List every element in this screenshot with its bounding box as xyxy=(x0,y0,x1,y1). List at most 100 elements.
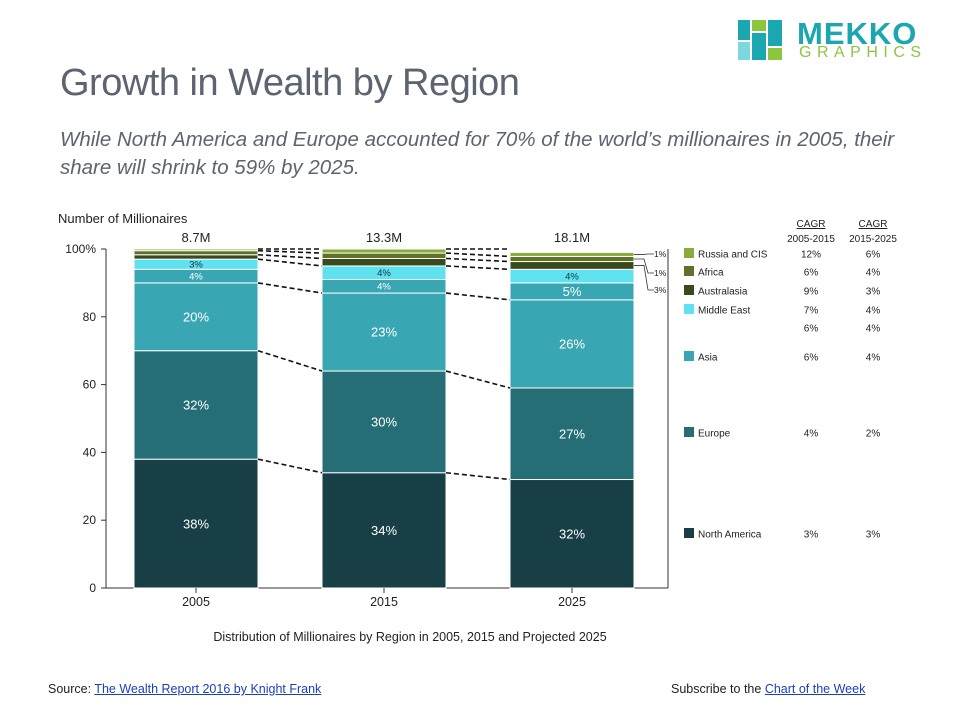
outside-data-label: 3% xyxy=(654,285,667,295)
y-tick-label-top: 100% xyxy=(65,242,96,256)
bar-total-label: 8.7M xyxy=(182,230,211,245)
x-tick-label: 2015 xyxy=(370,595,398,609)
connector-line xyxy=(445,292,511,301)
legend-cagr-2005-2015: 12% xyxy=(801,250,821,261)
data-label: 38% xyxy=(183,516,209,531)
data-label: 4% xyxy=(377,282,391,293)
bar-segment xyxy=(321,252,447,259)
bar-segment xyxy=(321,472,447,589)
connector-line xyxy=(257,349,323,372)
bar-segment xyxy=(321,248,447,254)
data-label: 23% xyxy=(371,325,397,340)
connector-line xyxy=(257,282,323,294)
bar-segment xyxy=(509,251,635,257)
bar-segment xyxy=(133,282,259,352)
subscribe-link[interactable]: Chart of the Week xyxy=(764,682,866,696)
data-label: 32% xyxy=(559,526,585,541)
data-label: 5% xyxy=(563,284,582,299)
data-label: 4% xyxy=(189,272,203,283)
bar-segment xyxy=(321,292,447,372)
legend-label: Middle East xyxy=(698,306,750,317)
y-tick-label: 60 xyxy=(83,378,97,392)
connector-line xyxy=(445,370,511,389)
legend-cagr-2005-2015: 3% xyxy=(804,530,819,541)
legend-swatch xyxy=(684,528,694,538)
legend-cagr-2015-2025: 4% xyxy=(866,353,881,364)
footer-source: Source: The Wealth Report 2016 by Knight… xyxy=(48,682,321,696)
legend-cagr-2015-2025: 3% xyxy=(866,530,881,541)
connector-line xyxy=(445,265,511,271)
legend-swatch xyxy=(684,427,694,437)
stacked-bar-chart: 0 20 40 60 80 100% Number of Millionaires Distr… xyxy=(58,211,897,644)
outside-data-label: 1% xyxy=(654,249,667,259)
footer-subscribe: Subscribe to the Chart of the Week xyxy=(671,682,865,696)
legend-label: Russia and CIS xyxy=(698,250,768,261)
legend-cagr-2005-2015: 4% xyxy=(804,429,819,440)
legend-cagr-2005-2015: 6% xyxy=(804,268,819,279)
data-label: 20% xyxy=(183,309,209,324)
source-link[interactable]: The Wealth Report 2016 by Knight Frank xyxy=(94,682,322,696)
data-label: 3% xyxy=(189,260,203,271)
connector-line xyxy=(445,471,511,481)
data-label: 30% xyxy=(371,415,397,430)
outside-data-label: 1% xyxy=(654,268,667,278)
subtitle: While North America and Europe accounted… xyxy=(60,128,895,179)
y-tick-label: 20 xyxy=(83,513,97,527)
legend-cagr-2015-2025: 2% xyxy=(866,429,881,440)
cagr-header-label: CAGR xyxy=(859,219,888,230)
bar-segment xyxy=(509,299,635,389)
connector-line xyxy=(445,257,511,263)
legend-label: Africa xyxy=(698,268,724,279)
legend-cagr-2015-2025: 4% xyxy=(866,324,881,335)
legend-cagr-2015-2025: 4% xyxy=(866,268,881,279)
legend-label: Europe xyxy=(698,429,731,440)
cagr-header-period: 2015-2025 xyxy=(849,234,897,245)
mekko-logo-icon xyxy=(738,20,782,60)
legend-cagr-2015-2025: 3% xyxy=(866,287,881,298)
connector-line xyxy=(257,258,323,267)
connector-line xyxy=(257,253,323,260)
legend-label: North America xyxy=(698,530,762,541)
connector-line xyxy=(257,458,323,474)
page-title: Growth in Wealth by Region xyxy=(60,62,520,104)
legend-cagr-2005-2015: 6% xyxy=(804,353,819,364)
bar-segment xyxy=(509,255,635,263)
data-label: 27% xyxy=(559,426,585,441)
bar-segment xyxy=(509,261,635,270)
data-label: 32% xyxy=(183,398,209,413)
legend-cagr-2005-2015: 7% xyxy=(804,306,819,317)
logo-tagline: GRAPHICS xyxy=(799,44,927,61)
bar-segment xyxy=(133,248,259,252)
legend-cagr-2015-2025: 6% xyxy=(866,250,881,261)
data-label: 4% xyxy=(565,272,579,283)
legend-cagr-2005-2015: 9% xyxy=(804,287,819,298)
bar-segment xyxy=(133,350,259,460)
bar-segment xyxy=(133,250,259,256)
cagr-header-period: 2005-2015 xyxy=(787,234,835,245)
y-axis-title: Number of Millionaires xyxy=(58,211,188,226)
x-tick-label: 2005 xyxy=(182,595,210,609)
connector-line xyxy=(257,249,323,254)
logo-wordmark: MEKKO xyxy=(797,16,918,51)
bar-segment xyxy=(133,254,259,260)
legend-swatch xyxy=(684,351,694,361)
data-label: 26% xyxy=(559,337,585,352)
legend-swatch xyxy=(684,304,694,314)
y-tick-label: 0 xyxy=(89,581,96,595)
bar-segment xyxy=(133,458,259,589)
x-tick-label: 2025 xyxy=(558,595,586,609)
legend-cagr-2015-2025: 4% xyxy=(866,306,881,317)
legend-cagr-2005-2015: 6% xyxy=(804,324,819,335)
data-label: 4% xyxy=(377,268,391,279)
connector-line xyxy=(445,252,511,258)
bar-total-label: 18.1M xyxy=(554,230,590,245)
cagr-header-label: CAGR xyxy=(797,219,826,230)
y-tick-label: 40 xyxy=(83,445,97,459)
leader-line xyxy=(634,258,654,274)
bar-segment xyxy=(321,370,447,474)
x-axis-title: Distribution of Millionaires by Region i… xyxy=(213,630,606,644)
leader-line xyxy=(634,265,654,291)
bar-segment xyxy=(509,387,635,481)
subscribe-prefix: Subscribe to the xyxy=(671,682,765,696)
legend-swatch xyxy=(684,266,694,276)
